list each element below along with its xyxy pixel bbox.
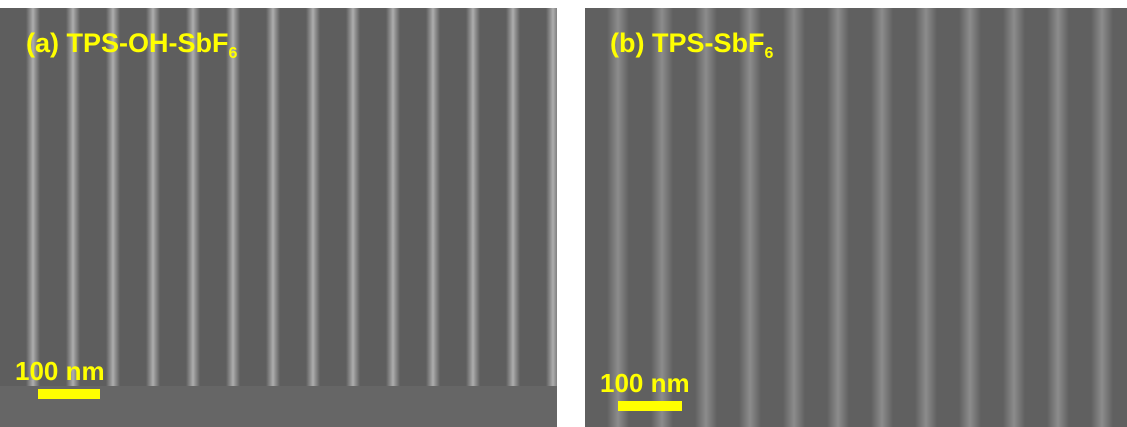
sem-image: (b) TPS-SbF6 100 nm xyxy=(585,8,1127,427)
scale-bar xyxy=(38,389,100,399)
panel-title: (a) TPS-OH-SbF6 xyxy=(26,28,237,63)
scale-label: 100 nm xyxy=(600,368,690,399)
title-subscript: 6 xyxy=(229,45,238,62)
scale-label: 100 nm xyxy=(15,356,105,387)
figure: (a) TPS-OH-SbF6 100 nm (b) TPS-SbF6 100 … xyxy=(0,0,1127,427)
panel-title: (b) TPS-SbF6 xyxy=(610,28,773,63)
scale-bar xyxy=(618,401,682,411)
title-subscript: 6 xyxy=(764,45,773,62)
title-text: (b) TPS-SbF xyxy=(610,28,764,58)
title-text: (a) TPS-OH-SbF xyxy=(26,28,229,58)
sem-image: (a) TPS-OH-SbF6 100 nm xyxy=(0,8,557,427)
